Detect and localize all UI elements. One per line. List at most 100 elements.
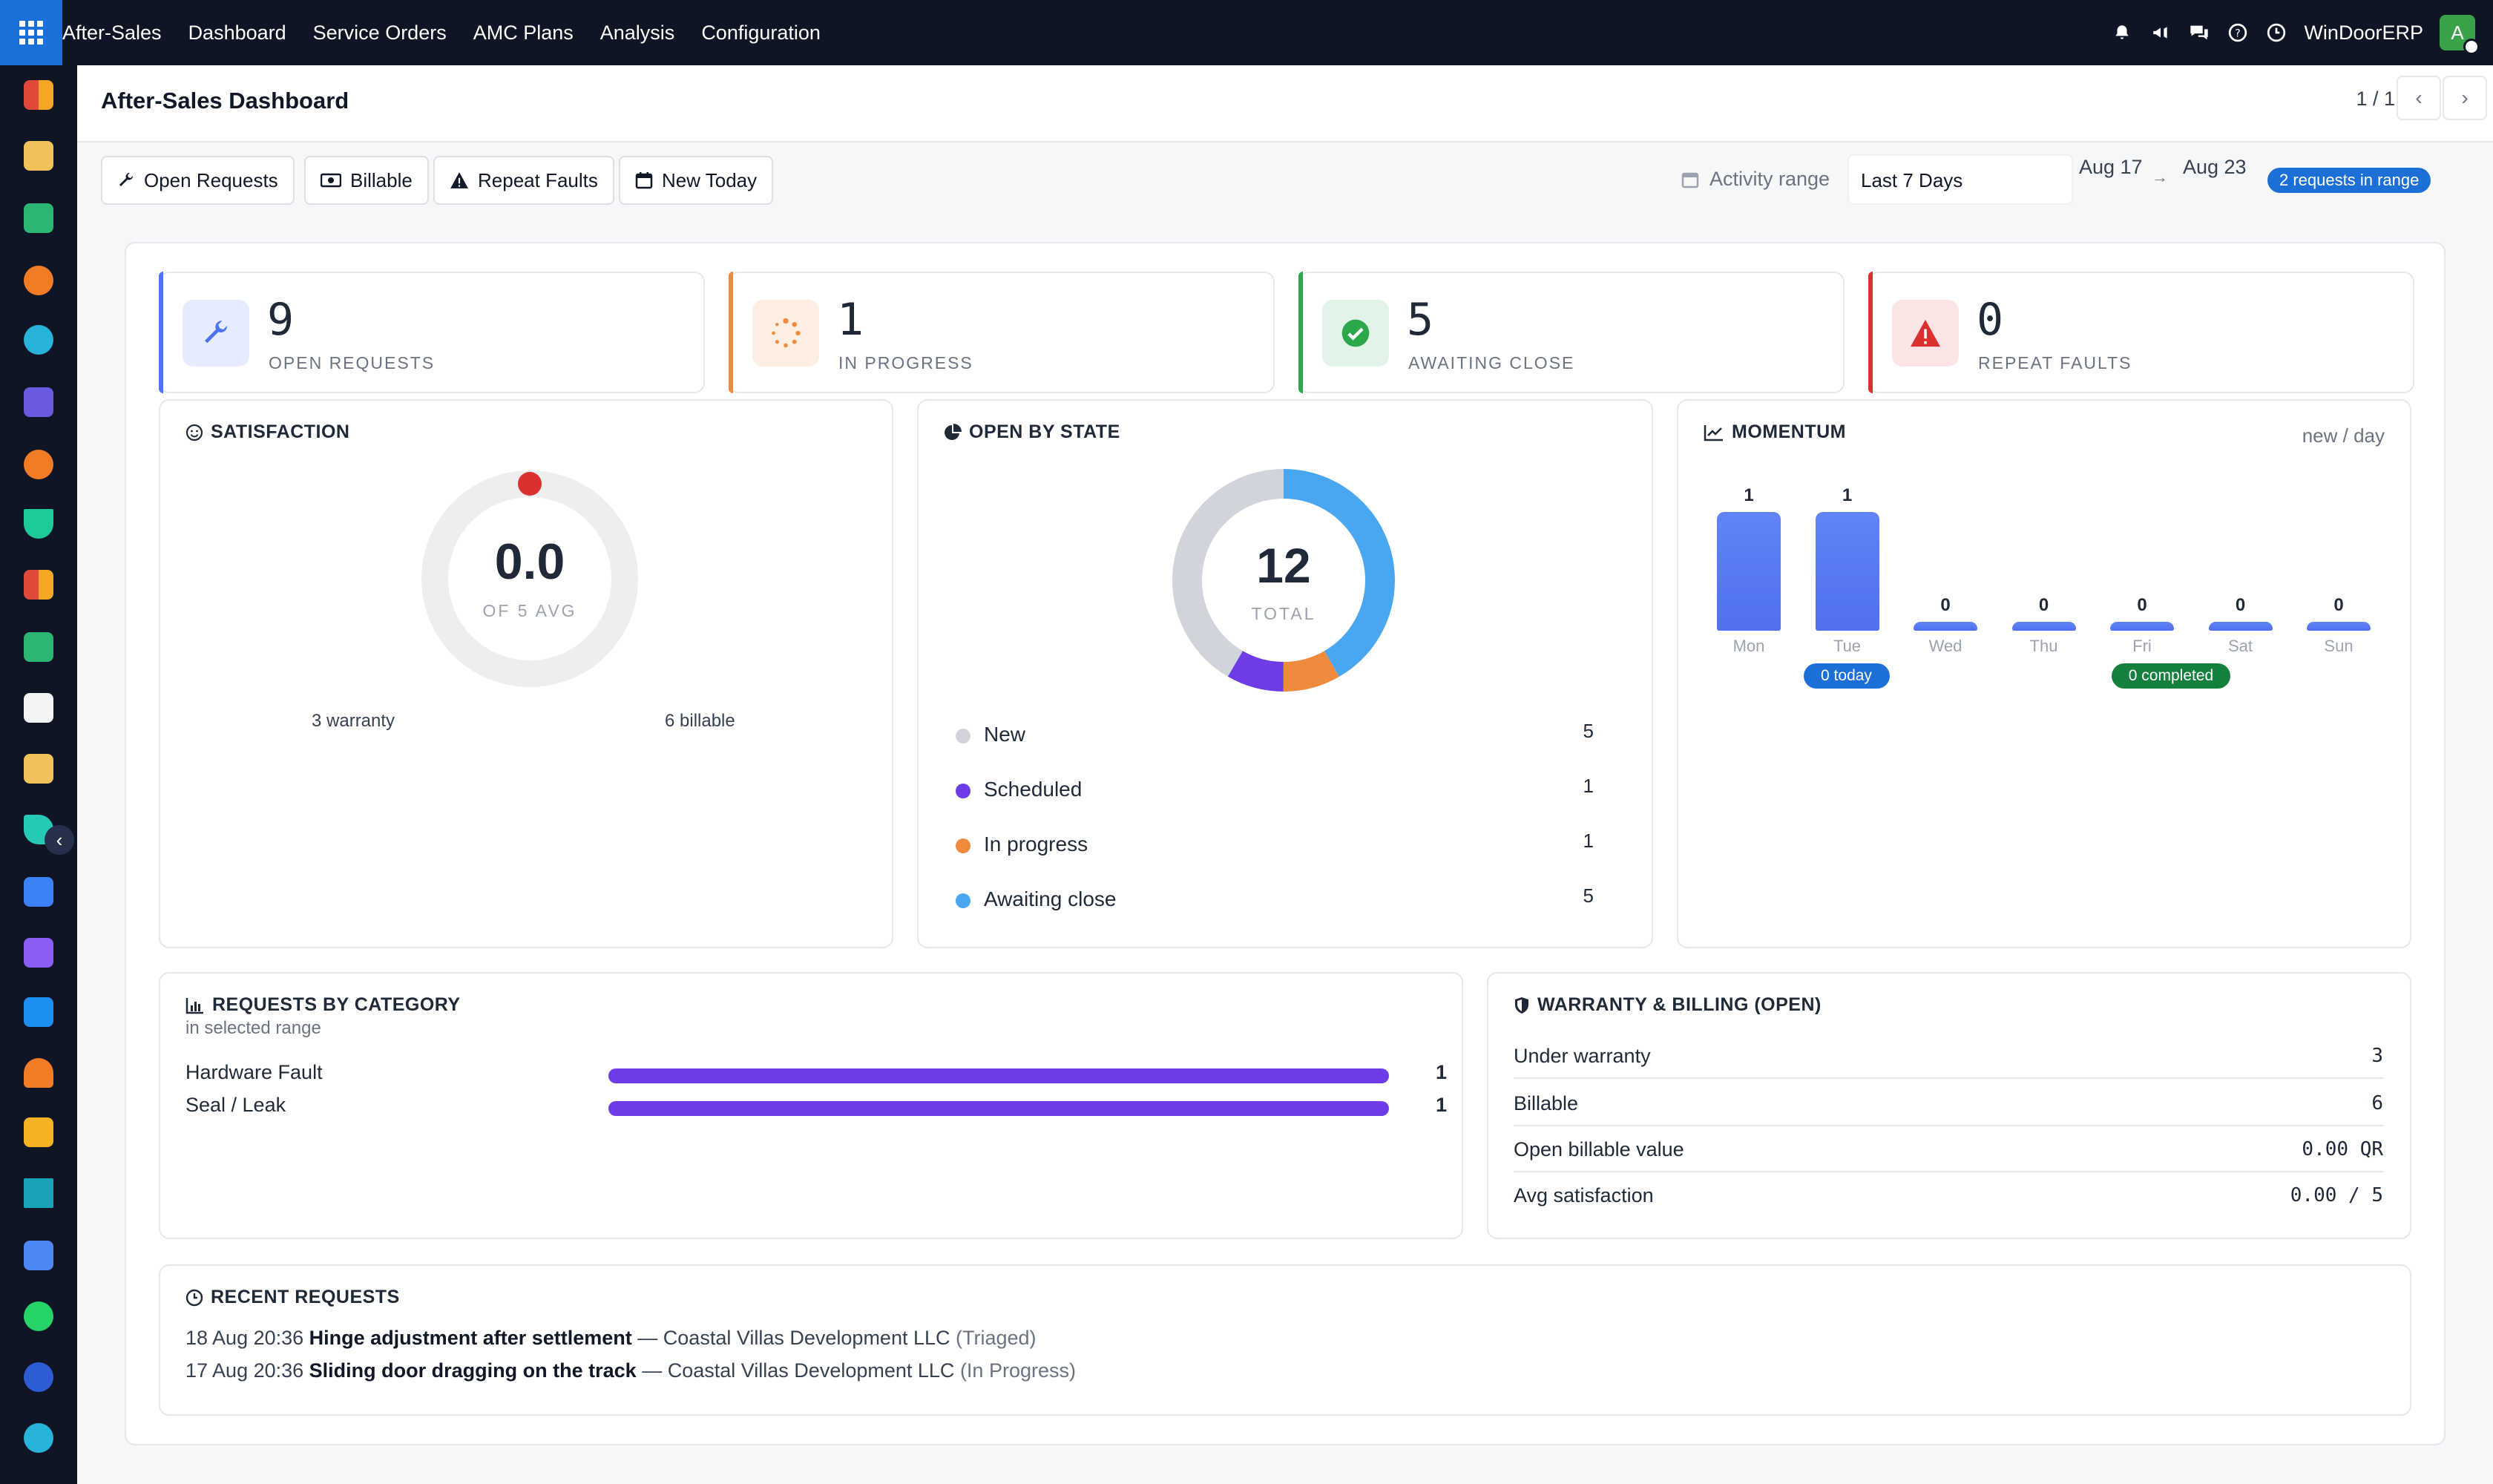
recent-request-row[interactable]: 17 Aug 20:36 Sliding door dragging on th… <box>185 1359 1076 1382</box>
request-title[interactable]: Sliding door dragging on the track <box>309 1359 637 1382</box>
momentum-bar[interactable] <box>2110 622 2174 631</box>
billable-count: 6 billable <box>665 711 735 731</box>
kpi-repeat-faults[interactable]: 0 REPEAT FAULTS <box>1868 272 2414 393</box>
package-app-icon[interactable] <box>24 693 53 723</box>
request-separator: — <box>637 1327 658 1349</box>
contacts-app-icon[interactable] <box>24 203 53 233</box>
chat-icon[interactable] <box>2188 22 2210 44</box>
momentum-bar[interactable] <box>1717 512 1781 631</box>
filter-open-requests-button[interactable]: Open Requests <box>101 156 295 205</box>
products-app-icon[interactable] <box>24 938 53 968</box>
state-donut: 12 TOTAL <box>1171 467 1396 693</box>
recent-request-row[interactable]: 18 Aug 20:36 Hinge adjustment after sett… <box>185 1327 1037 1350</box>
nav-configuration[interactable]: Configuration <box>701 21 821 44</box>
state-total-label: TOTAL <box>1251 604 1316 623</box>
momentum-bar[interactable] <box>1914 622 1977 631</box>
mail-app-icon[interactable] <box>24 387 53 417</box>
range-date-to[interactable]: Aug 23 <box>2183 156 2247 178</box>
sidebar-collapse-button[interactable]: ‹ <box>45 825 74 855</box>
pos-app-icon[interactable] <box>24 141 53 171</box>
reporting-app-icon[interactable] <box>24 570 53 600</box>
app-name[interactable]: After-Sales <box>62 21 162 44</box>
clock-icon[interactable] <box>2265 22 2287 44</box>
megaphone-icon[interactable] <box>2149 22 2172 44</box>
bell-icon[interactable] <box>2111 22 2133 44</box>
nav-amc-plans[interactable]: AMC Plans <box>473 21 574 44</box>
recent-title-row: RECENT REQUESTS <box>185 1287 400 1308</box>
request-time: 17 Aug 20:36 <box>185 1359 304 1382</box>
apps-menu-button[interactable] <box>0 0 62 65</box>
momentum-bar[interactable] <box>1815 512 1879 631</box>
help-icon[interactable]: ? <box>2227 22 2249 44</box>
calendar-icon <box>1681 172 1699 188</box>
grid-icon <box>19 21 43 45</box>
momentum-chart: 1 Mon 1 Tue 0 Wed 0 Thu 0 Fri 0 Sat 0 Sun 0 today 0 com… <box>1717 453 2385 690</box>
sales-app-icon[interactable] <box>24 80 53 110</box>
employees-app-icon[interactable] <box>24 632 53 662</box>
request-title[interactable]: Hinge adjustment after settlement <box>309 1327 632 1349</box>
momentum-bar[interactable] <box>2011 622 2076 631</box>
category-card: REQUESTS BY CATEGORY in selected range H… <box>159 972 1463 1239</box>
website-app-icon[interactable] <box>24 325 53 355</box>
company-name[interactable]: WinDoorERP <box>2304 21 2423 44</box>
kpi-open-requests[interactable]: 9 OPEN REQUESTS <box>159 272 705 393</box>
studio-app-icon[interactable] <box>24 754 53 784</box>
filter-new-today-button[interactable]: New Today <box>619 156 774 205</box>
category-bar <box>608 1068 1389 1083</box>
calendar-app-icon[interactable] <box>24 1117 53 1147</box>
kpi-awaiting-close[interactable]: 5 AWAITING CLOSE <box>1298 272 1845 393</box>
dashboards-app-icon[interactable] <box>24 1241 53 1270</box>
range-date-from[interactable]: Aug 17 <box>2079 156 2143 178</box>
donut-slice-new[interactable] <box>1172 469 1395 692</box>
recent-requests-card: RECENT REQUESTS 18 Aug 20:36 Hinge adjus… <box>159 1264 2411 1416</box>
activity-range-select[interactable]: Last 7 Days <box>1847 154 2073 205</box>
clock-icon <box>185 1289 203 1306</box>
legend-dot <box>956 729 970 743</box>
category-row: Seal / Leak 1 <box>185 1091 1447 1120</box>
legend-count: 1 <box>1583 830 1594 852</box>
state-total: 12 <box>1256 538 1311 593</box>
discuss-app-icon[interactable] <box>24 266 53 295</box>
website-app-icon-2[interactable] <box>24 1423 53 1453</box>
whatsapp-app-icon[interactable] <box>24 1301 53 1331</box>
request-customer: Coastal Villas Development LLC <box>663 1327 950 1349</box>
kpi-accent-bar <box>159 272 163 393</box>
momentum-bar-value: 0 <box>2038 595 2049 615</box>
nav-analysis[interactable]: Analysis <box>600 21 675 44</box>
open-by-state-card: OPEN BY STATE 12 TOTAL New 5 Scheduled 1… <box>917 399 1653 948</box>
request-time: 18 Aug 20:36 <box>185 1327 304 1349</box>
pager-next-button[interactable]: › <box>2443 76 2487 120</box>
kpi-in-progress[interactable]: 1 IN PROGRESS <box>729 272 1275 393</box>
filter-billable-button[interactable]: Billable <box>304 156 429 205</box>
invoicing-app-icon[interactable] <box>24 997 53 1027</box>
warranty-row: Open billable value 0.00 QR <box>1514 1126 2383 1172</box>
team-app-icon[interactable] <box>24 1058 53 1088</box>
request-status: (In Progress) <box>959 1359 1076 1382</box>
inventory-app-icon[interactable] <box>24 509 53 539</box>
category-title-row: REQUESTS BY CATEGORY <box>185 994 461 1016</box>
momentum-unit: new / day <box>2302 424 2385 447</box>
momentum-bar[interactable] <box>2307 622 2371 631</box>
kpi-label: REPEAT FAULTS <box>1978 353 2132 372</box>
donut-slice-in-progress[interactable] <box>1172 469 1395 692</box>
livechat-app-icon[interactable] <box>24 450 53 479</box>
filter-repeat-faults-label: Repeat Faults <box>478 168 598 191</box>
momentum-day-label: Fri <box>2132 637 2152 655</box>
filter-repeat-faults-button[interactable]: Repeat Faults <box>433 156 614 205</box>
kpi-value: 0 <box>1977 294 2004 346</box>
status-dot <box>2463 39 2480 55</box>
page-header: After-Sales Dashboard 1 / 1 ‹ › <box>77 65 2493 142</box>
timer-app-icon[interactable] <box>24 1362 53 1392</box>
sign-app-icon[interactable] <box>24 1178 53 1208</box>
momentum-bar[interactable] <box>2208 622 2273 631</box>
request-separator: — <box>642 1359 663 1382</box>
warranty-title-row: WARRANTY & BILLING (OPEN) <box>1514 994 1822 1016</box>
momentum-day-label: Mon <box>1732 637 1765 655</box>
avatar[interactable]: A <box>2440 15 2480 55</box>
nav-service-orders[interactable]: Service Orders <box>312 21 447 44</box>
pager-prev-button[interactable]: ‹ <box>2397 76 2441 120</box>
knowledge-app-icon[interactable] <box>24 877 53 907</box>
request-status: (Triaged) <box>956 1327 1037 1349</box>
nav-dashboard[interactable]: Dashboard <box>188 21 286 44</box>
pie-chart-icon <box>945 423 962 440</box>
